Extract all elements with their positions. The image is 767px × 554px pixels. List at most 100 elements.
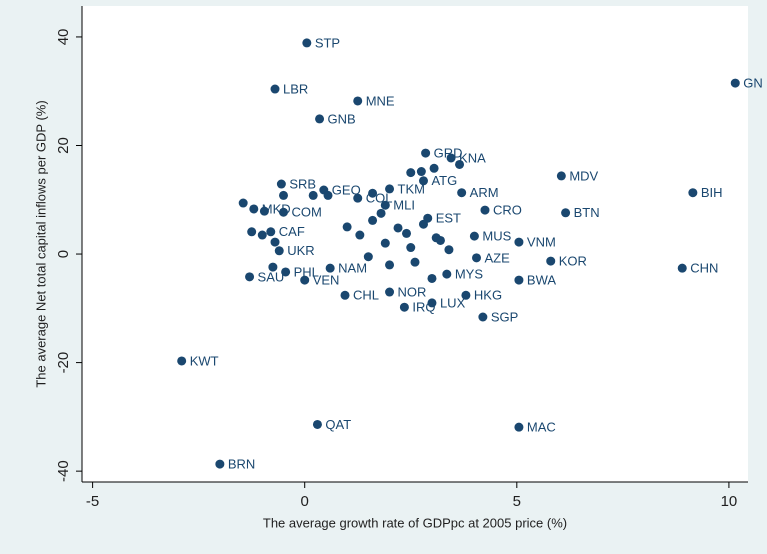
point-label: GEO <box>332 182 361 197</box>
plot-area <box>82 6 748 482</box>
point-label: NOR <box>398 284 427 299</box>
point <box>480 205 490 215</box>
point <box>266 227 276 237</box>
point-label: BTN <box>574 205 600 220</box>
point <box>215 459 225 469</box>
point <box>302 38 312 48</box>
point <box>300 275 310 285</box>
point <box>385 260 395 270</box>
point-label: COM <box>291 205 321 220</box>
point <box>353 96 363 106</box>
point <box>561 208 571 218</box>
point <box>245 272 255 282</box>
point <box>257 230 267 240</box>
point <box>380 238 390 248</box>
point-label: GN <box>743 76 763 91</box>
y-tick-label: -40 <box>55 460 72 482</box>
x-tick-label: 10 <box>721 493 738 510</box>
point-label: BRN <box>228 457 255 472</box>
point <box>472 253 482 263</box>
point <box>514 422 524 432</box>
point-label: STP <box>315 35 340 50</box>
point <box>478 312 488 322</box>
point <box>278 190 288 200</box>
point-label: QAT <box>325 417 351 432</box>
y-tick-label: 40 <box>55 29 72 46</box>
y-tick-label: 0 <box>55 250 72 258</box>
point <box>421 148 431 158</box>
point <box>418 219 428 229</box>
point <box>556 171 566 181</box>
point <box>677 263 687 273</box>
point-label: VEN <box>313 273 340 288</box>
point <box>249 204 259 214</box>
point <box>514 237 524 247</box>
point <box>435 235 445 245</box>
point <box>427 273 437 283</box>
point <box>270 237 280 247</box>
point-label: AZE <box>485 250 511 265</box>
point-label: KWT <box>190 353 219 368</box>
point <box>323 190 333 200</box>
point <box>442 269 452 279</box>
point-label: BWA <box>527 273 556 288</box>
point <box>410 257 420 267</box>
point-label: MNE <box>366 93 395 108</box>
x-tick-label: 5 <box>513 493 521 510</box>
point <box>546 256 556 266</box>
point-label: SRB <box>289 176 316 191</box>
x-tick-label: 0 <box>301 493 309 510</box>
point-label: LBR <box>283 81 308 96</box>
point-label: CRO <box>493 203 522 218</box>
point-label: CAF <box>279 224 305 239</box>
point <box>312 419 322 429</box>
point-label: IRQ <box>412 300 435 315</box>
point-label: BIH <box>701 185 723 200</box>
x-tick-label: -5 <box>86 493 99 510</box>
point-label: MLI <box>393 198 415 213</box>
point <box>368 188 378 198</box>
point-label: LUX <box>440 295 466 310</box>
point <box>429 163 439 173</box>
point <box>402 228 412 238</box>
point <box>376 208 386 218</box>
point-label: GNB <box>328 111 356 126</box>
point <box>238 198 248 208</box>
point-label: ATG <box>431 173 457 188</box>
point-label: PHL <box>294 264 319 279</box>
point-label: EST <box>436 211 461 226</box>
point <box>385 287 395 297</box>
point <box>514 275 524 285</box>
point <box>461 290 471 300</box>
point-label: MAC <box>527 420 556 435</box>
point-label: SGP <box>491 309 518 324</box>
point <box>455 159 465 169</box>
point <box>469 231 479 241</box>
point <box>406 168 416 178</box>
point <box>363 252 373 262</box>
point-label: KOR <box>559 254 587 269</box>
y-tick-label: -20 <box>55 352 72 374</box>
point <box>446 153 456 163</box>
point <box>325 263 335 273</box>
point <box>355 230 365 240</box>
point <box>177 356 187 366</box>
point <box>380 200 390 210</box>
point <box>406 243 416 253</box>
point <box>368 215 378 225</box>
point <box>268 262 278 272</box>
point <box>274 246 284 256</box>
point-label: UKR <box>287 243 314 258</box>
point <box>457 188 467 198</box>
point-label: KNA <box>459 150 486 165</box>
y-axis-title: The average Net total capital inflows pe… <box>33 100 48 387</box>
point-label: MDV <box>569 168 598 183</box>
point-label: TKM <box>398 181 425 196</box>
point-label: CHN <box>690 261 718 276</box>
point <box>427 298 437 308</box>
point-label: VNM <box>527 235 556 250</box>
point <box>276 179 286 189</box>
point <box>340 290 350 300</box>
